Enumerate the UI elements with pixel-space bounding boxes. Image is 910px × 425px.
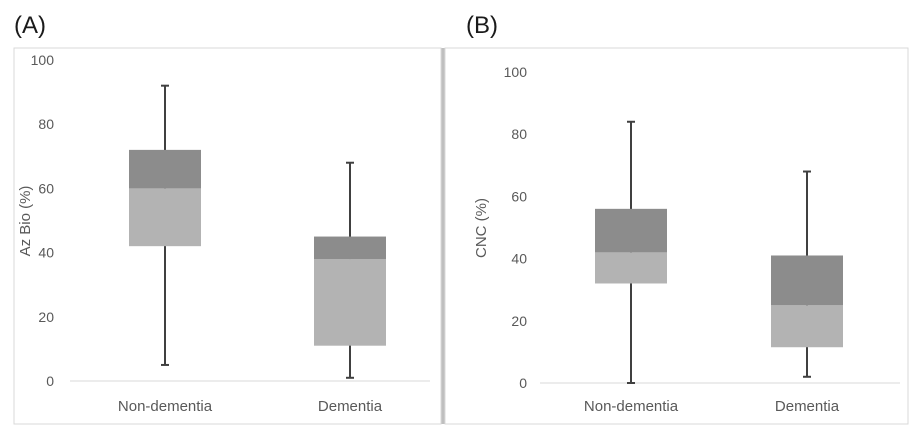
y-tick-label: 20 [38,309,54,325]
panel-label-a: (A) [14,12,46,39]
box-upper [771,255,843,306]
y-tick-label: 0 [519,375,527,391]
y-axis-label: CNC (%) [473,198,490,258]
box-upper [314,236,386,260]
category-label: Dementia [318,398,383,415]
chart-frame-1 [444,47,909,425]
y-tick-label: 80 [511,126,527,142]
box-upper [595,208,667,253]
box-upper [129,149,201,189]
y-axis-label: Az Bio (%) [17,186,34,257]
y-tick-label: 0 [46,373,54,389]
y-tick-label: 80 [38,116,54,132]
box-lower [314,259,386,346]
box-lower [595,252,667,284]
category-label: Dementia [775,398,840,415]
box-lower [771,305,843,348]
y-tick-label: 100 [31,52,55,68]
y-tick-label: 20 [511,313,527,329]
y-tick-label: 40 [38,245,54,261]
y-tick-label: 60 [511,188,527,204]
y-tick-label: 40 [511,251,527,267]
box-lower [129,188,201,247]
category-label: Non-dementia [584,398,679,415]
panel-label-b: (B) [466,12,498,39]
chart-frame-0 [13,47,442,425]
y-tick-label: 60 [38,180,54,196]
category-label: Non-dementia [118,398,213,415]
y-tick-label: 100 [504,64,528,80]
